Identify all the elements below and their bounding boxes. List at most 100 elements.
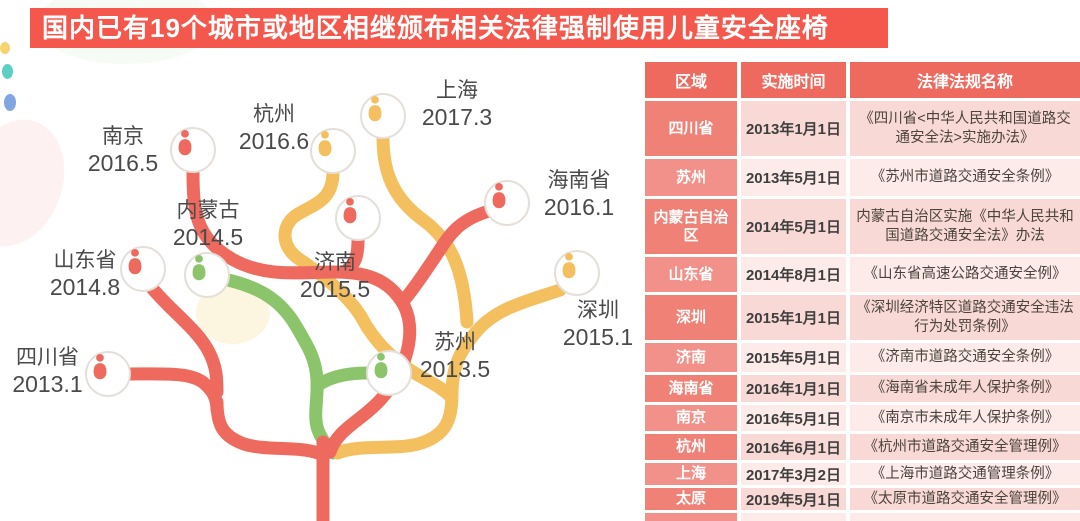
time-cell: 2015年5月1日: [741, 343, 846, 372]
law-table: 区域 实施时间 法律法规名称 四川省 2013年1月1日 《四川省<中华人民共和…: [645, 62, 1080, 521]
person-icon: [368, 95, 382, 122]
region-cell: 太原: [645, 488, 737, 510]
time-cell: 2016年5月1日: [741, 405, 846, 431]
branch-nanjing-line: [186, 165, 417, 459]
time-cell: 2016年6月1日: [741, 434, 846, 460]
node-circle: [366, 350, 412, 396]
time-cell: 2016年1月1日: [741, 375, 846, 402]
law-cell: 《济南市道路交通安全条例》: [850, 343, 1080, 372]
time-cell: 2013年1月1日: [741, 101, 846, 156]
region-cell: 四川省: [645, 101, 737, 156]
region-cell: 内蒙古自治区: [645, 199, 737, 254]
node-label: 内蒙古 2014.5: [153, 198, 263, 250]
table-row: ……: [645, 513, 1080, 521]
header-region: 区域: [645, 62, 737, 98]
table-row: 海南省 2016年1月1日 《海南省未成年人保护条例》: [645, 375, 1080, 402]
branch-shandong-line: [145, 281, 224, 399]
region-cell: 山东省: [645, 257, 737, 292]
branch-sichuan-line: [123, 367, 224, 417]
law-cell: 《深圳经济特区道路交通安全违法行为处罚条例》: [850, 295, 1080, 340]
node-name: 四川省: [16, 346, 79, 369]
table-row: 内蒙古自治区 2014年5月1日 内蒙古自治区实施《中华人民共和国道路交通安全法…: [645, 199, 1080, 254]
node-label: 杭州 2016.6: [219, 102, 329, 154]
node-name: 山东省: [53, 249, 117, 272]
node-label: 山东省 2014.8: [30, 248, 140, 300]
table-row: 杭州 2016年6月1日 《杭州市道路交通安全管理例》: [645, 434, 1080, 460]
node-circle: [360, 93, 406, 139]
header-law: 法律法规名称: [850, 62, 1080, 98]
table-row: 济南 2015年5月1日 《济南市道路交通安全条例》: [645, 343, 1080, 372]
law-cell: 内蒙古自治区实施《中华人民共和国道路交通安全法》办法: [850, 199, 1080, 254]
law-cell: [850, 513, 1080, 521]
law-cell: 《南京市未成年人保护条例》: [850, 405, 1080, 431]
node-date: 2017.3: [421, 104, 493, 130]
time-cell: 2014年5月1日: [741, 199, 846, 254]
node-circle: [184, 252, 230, 298]
tree-diagram: 四川省 2013.1 山东省 2014.8 南京 2016.5: [0, 78, 633, 521]
region-cell: 海南省: [645, 375, 737, 402]
person-icon: [492, 182, 506, 209]
law-cell: 《山东省高速公路交通安全例》: [850, 257, 1080, 292]
region-cell: 杭州: [645, 434, 737, 460]
region-cell: [645, 513, 737, 521]
node-date: 2014.5: [172, 224, 244, 250]
node-date: 2014.8: [49, 274, 121, 300]
law-cell: 《海南省未成年人保护条例》: [850, 375, 1080, 402]
node-label: 四川省 2013.1: [0, 345, 95, 397]
branch-hangzhou-line: [278, 165, 457, 403]
node-date: 2015.1: [562, 324, 634, 350]
branch-hainan-line: [398, 205, 493, 306]
node-circle: [484, 180, 530, 226]
table-row: 苏州 2013年5月1日 《苏州市道路交通安全条例》: [645, 159, 1080, 196]
node-name: 深圳: [577, 299, 619, 322]
person-icon: [562, 252, 576, 279]
node-date: 2013.5: [419, 356, 491, 382]
region-cell: 苏州: [645, 159, 737, 196]
node-name: 苏州: [434, 331, 476, 354]
branch-left-trunk-line: [210, 395, 325, 460]
law-cell: 《杭州市道路交通安全管理例》: [850, 434, 1080, 460]
table-row: 南京 2016年5月1日 《南京市未成年人保护条例》: [645, 405, 1080, 431]
law-cell: 《四川省<中华人民共和国道路交通安全法>实施办法》: [850, 101, 1080, 156]
node-circle: [554, 250, 600, 296]
node-date: 2016.1: [543, 194, 615, 220]
person-icon: [93, 353, 107, 380]
page-title: 国内已有19个城市或地区相继颁布相关法律强制使用儿童安全座椅: [30, 8, 888, 48]
node-date: 2015.5: [299, 276, 371, 302]
branch-shanghai-line: [376, 131, 474, 329]
node-circle: [170, 127, 216, 173]
node-name: 上海: [436, 79, 478, 102]
node-label: 上海 2017.3: [402, 78, 512, 130]
background-dot: [4, 94, 16, 111]
table-row: 山东省 2014年8月1日 《山东省高速公路交通安全例》: [645, 257, 1080, 292]
branch-shenzhen-line: [331, 283, 567, 460]
node-circle: [335, 195, 381, 241]
law-cell: 《太原市道路交通安全管理例》: [850, 488, 1080, 510]
law-cell: 《上海市道路交通管理条例》: [850, 463, 1080, 485]
region-cell: 深圳: [645, 295, 737, 340]
table-row: 四川省 2013年1月1日 《四川省<中华人民共和国道路交通安全法>实施办法》: [645, 101, 1080, 156]
branch-neimenggu-line: [221, 273, 340, 460]
person-icon: [192, 254, 206, 281]
person-icon: [343, 197, 357, 224]
time-cell: 2013年5月1日: [741, 159, 846, 196]
node-date: 2016.5: [87, 150, 159, 176]
node-circle: [310, 128, 356, 174]
time-cell: ……: [741, 513, 846, 521]
node-name: 济南: [314, 251, 356, 274]
background-dot: [2, 64, 13, 79]
table-row: 深圳 2015年1月1日 《深圳经济特区道路交通安全违法行为处罚条例》: [645, 295, 1080, 340]
background-dot: [0, 42, 10, 54]
node-date: 2016.6: [238, 128, 310, 154]
region-cell: 南京: [645, 405, 737, 431]
node-label: 深圳 2015.1: [543, 298, 653, 350]
node-name: 杭州: [253, 103, 295, 126]
node-circle: [85, 351, 131, 397]
node-label: 南京 2016.5: [68, 124, 178, 176]
header-time: 实施时间: [741, 62, 846, 98]
person-icon: [374, 352, 388, 379]
region-cell: 济南: [645, 343, 737, 372]
person-icon: [318, 130, 332, 157]
node-label: 济南 2015.5: [280, 250, 390, 302]
